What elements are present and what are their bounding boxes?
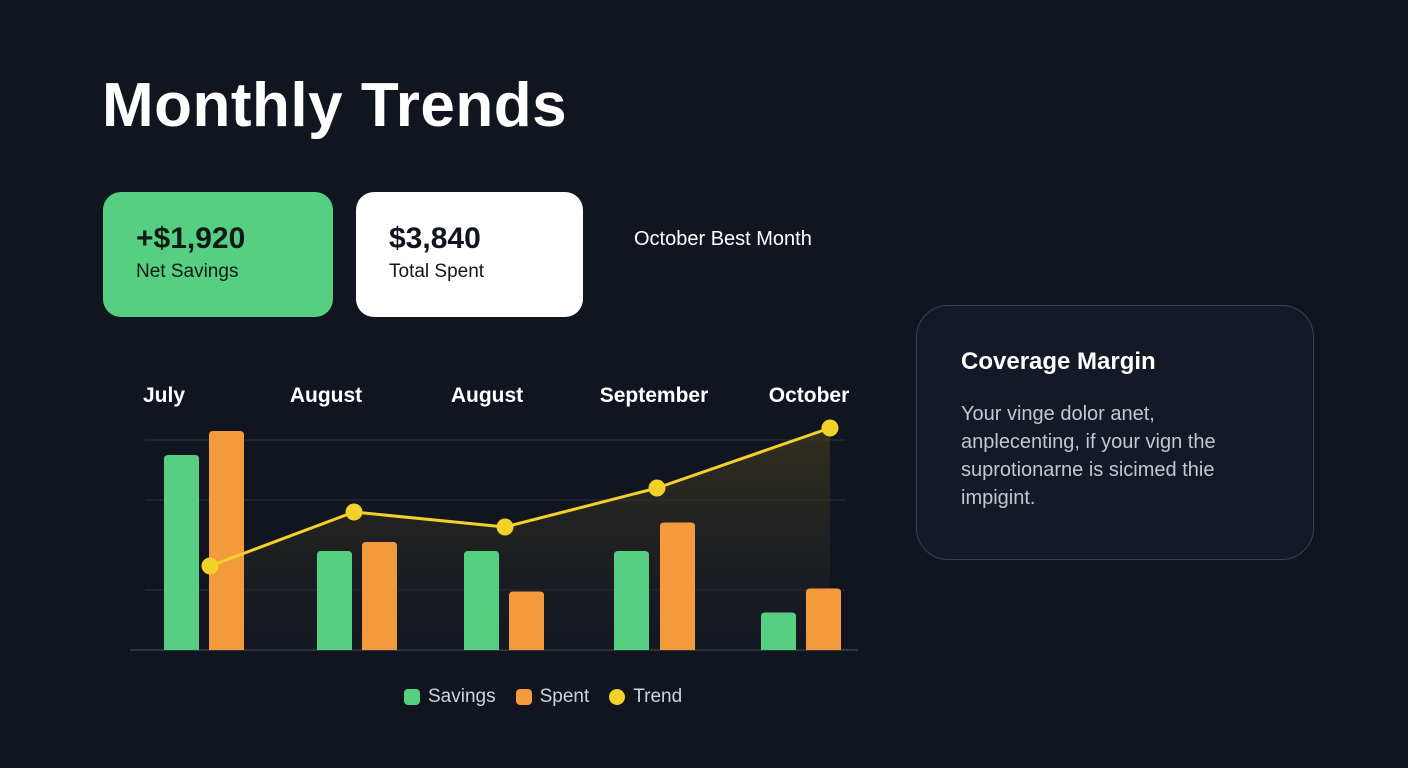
- trend-point-1: [201, 557, 219, 575]
- spent-bar-3: [509, 591, 544, 650]
- trend-point-5: [821, 419, 839, 437]
- info-card-title: Coverage Margin: [961, 348, 1156, 375]
- savings-swatch: [404, 689, 420, 705]
- savings-bar-3: [464, 551, 499, 650]
- total-spent-card: $3,840 Total Spent: [356, 192, 583, 317]
- savings-bar-5: [761, 612, 796, 650]
- best-month-text: October Best Month: [634, 228, 812, 250]
- net-savings-value: +$1,920: [136, 222, 246, 255]
- trend-point-2: [345, 503, 363, 521]
- net-savings-label: Net Savings: [136, 261, 239, 282]
- chart-legend: Savings Spent Trend: [404, 686, 702, 708]
- category-label-2: August: [290, 384, 362, 407]
- legend-label-savings: Savings: [428, 686, 496, 707]
- monthly-trends-chart: July August August September October: [130, 384, 858, 651]
- coverage-margin-card: Coverage Margin Your vinge dolor anet, a…: [916, 305, 1314, 560]
- info-card-body: Your vinge dolor anet, anplecenting, if …: [961, 403, 1216, 509]
- category-label-1: July: [143, 384, 185, 407]
- total-spent-label: Total Spent: [389, 261, 485, 282]
- category-label-5: October: [769, 384, 850, 407]
- savings-bar-2: [317, 551, 352, 650]
- legend-item-trend: Trend: [609, 686, 682, 708]
- page-title: Monthly Trends: [102, 71, 568, 140]
- savings-bar-1: [164, 455, 199, 650]
- legend-label-trend: Trend: [633, 686, 683, 707]
- trend-point-4: [648, 479, 666, 497]
- spent-swatch: [515, 689, 532, 705]
- legend-item-savings: Savings: [404, 686, 496, 708]
- legend-label-spent: Spent: [539, 686, 590, 707]
- spent-bar-2: [362, 542, 397, 650]
- trend-swatch: [609, 689, 626, 705]
- category-label-4: September: [600, 384, 709, 407]
- net-savings-card: +$1,920 Net Savings: [103, 192, 333, 317]
- spent-bar-5: [806, 588, 841, 650]
- trend-point-3: [496, 518, 514, 536]
- savings-bar-4: [614, 551, 649, 650]
- legend-item-spent: Spent: [515, 686, 590, 708]
- spent-bar-1: [209, 431, 244, 650]
- spent-bar-4: [660, 522, 695, 650]
- category-label-3: August: [451, 384, 523, 407]
- total-spent-value: $3,840: [389, 222, 481, 255]
